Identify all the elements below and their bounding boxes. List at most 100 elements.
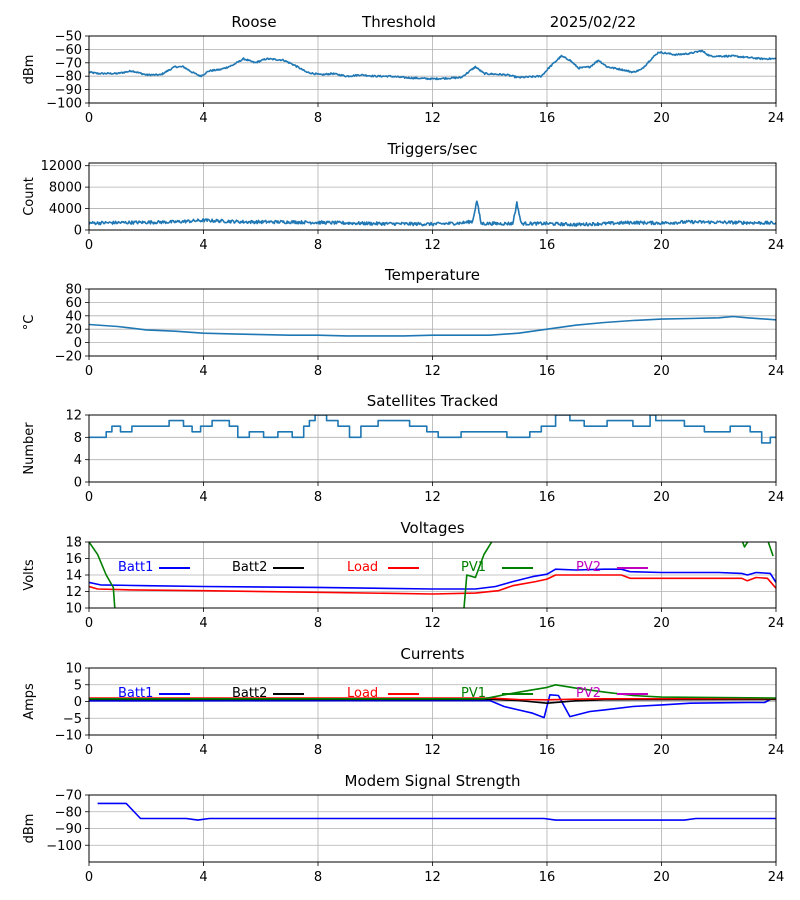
y-tick-label: 20 [65,323,82,338]
x-tick-label: 20 [653,238,670,253]
y-tick-label: 10 [65,662,82,677]
y-axis-label: Number [22,422,37,475]
legend-label: Batt1 [118,560,153,575]
x-tick-label: 0 [85,111,93,126]
x-tick-label: 4 [199,111,207,126]
legend-label: PV2 [576,560,601,575]
chart-title: Modem Signal Strength [345,772,521,790]
x-tick-label: 12 [424,238,441,253]
legend-label: PV2 [576,686,601,701]
series-group [89,684,776,719]
legend-label: PV1 [461,560,486,575]
y-tick-label: 0 [74,476,82,491]
series-group [97,802,776,821]
y-axis-label: Amps [22,683,37,720]
x-tick-label: 16 [539,743,556,758]
y-tick-label: −5 [63,712,82,727]
x-tick-label: 4 [199,870,207,885]
y-tick-label: −100 [46,97,82,112]
series-line-3 [89,542,116,608]
x-tick-label: 4 [199,743,207,758]
series-line-0 [97,802,776,821]
chart-panel-1: 0 4 8 12 16 20 24 0 4000 8000 12000 Count Triggers/s… [22,140,784,253]
legend-label: Batt2 [232,686,267,701]
x-tick-label: 4 [199,490,207,505]
x-tick-label: 20 [653,364,670,379]
x-tick-label: 4 [199,364,207,379]
x-tick-label: 24 [768,870,785,885]
x-tick-label: 20 [653,111,670,126]
series-group [89,415,776,444]
x-tick-label: 24 [768,238,785,253]
y-tick-label: 80 [65,283,82,298]
x-tick-label: 24 [768,111,785,126]
y-axis-label: dBm [22,814,37,844]
legend-label: Batt2 [232,560,267,575]
x-tick-label: 4 [199,616,207,631]
y-tick-label: −90 [55,83,82,98]
chart-panel-0: 0 4 8 12 16 20 24 −100−90−80−70−60−50 dBm Roose Th… [22,13,784,126]
y-tick-label: 0 [74,336,82,351]
y-tick-label: −90 [55,822,82,837]
y-tick-label: −70 [55,56,82,71]
series-line-2 [89,574,776,595]
y-axis-label: dBm [22,55,37,85]
x-tick-label: 12 [424,743,441,758]
y-tick-label: 4000 [49,202,82,217]
y-tick-label: −20 [55,350,82,365]
x-tick-label: 0 [85,870,93,885]
y-tick-label: 12000 [41,159,82,174]
y-axis-label: Volts [22,559,37,591]
chart-panel-3: 0 4 8 12 16 20 24 0 4 8 12 Number Satellites Tracked [22,392,784,505]
series-line-0 [89,568,776,590]
y-tick-label: −70 [55,789,82,804]
x-tick-label: 0 [85,743,93,758]
x-tick-label: 16 [539,616,556,631]
chart-title-part: Roose [231,13,276,31]
x-tick-label: 8 [314,870,322,885]
series-line-0 [89,49,776,81]
y-tick-label: 5 [74,678,82,693]
x-tick-label: 8 [314,616,322,631]
x-tick-label: 8 [314,490,322,505]
x-tick-label: 12 [424,490,441,505]
y-tick-label: 40 [65,309,82,324]
chart-title: Satellites Tracked [367,392,498,410]
y-tick-label: −60 [55,43,82,58]
x-tick-label: 16 [539,238,556,253]
x-tick-label: 8 [314,111,322,126]
x-tick-label: 0 [85,616,93,631]
legend-label: Load [347,560,378,575]
series-line-3 [741,542,749,548]
legend-label: Load [347,686,378,701]
y-axis-label: Count [22,177,37,216]
series-group [89,542,776,608]
y-tick-label: 0 [74,695,82,710]
y-tick-label: 10 [65,602,82,617]
y-tick-label: −100 [46,839,82,854]
y-tick-label: 16 [65,552,82,567]
y-tick-label: 12 [65,409,82,424]
chart-panel-6: 0 4 8 12 16 20 24 −100 −90 −80−70 dBm Modem Signal … [22,772,784,885]
x-tick-label: 16 [539,490,556,505]
x-tick-label: 16 [539,870,556,885]
y-tick-label: 18 [65,536,82,551]
series-line-0 [89,694,771,719]
y-tick-label: −80 [55,70,82,85]
y-tick-label: 4 [74,453,82,468]
x-tick-label: 0 [85,490,93,505]
x-tick-label: 24 [768,490,785,505]
chart-title: Currents [400,645,464,663]
chart-title: Voltages [400,519,464,537]
series-group [89,49,776,81]
y-axis-label: °C [22,315,37,331]
series-line-0 [89,315,776,337]
x-tick-label: 12 [424,364,441,379]
x-tick-label: 16 [539,111,556,126]
series-line-0 [89,415,776,444]
series-line-3 [463,542,493,608]
x-tick-label: 8 [314,238,322,253]
y-tick-label: 0 [74,224,82,239]
